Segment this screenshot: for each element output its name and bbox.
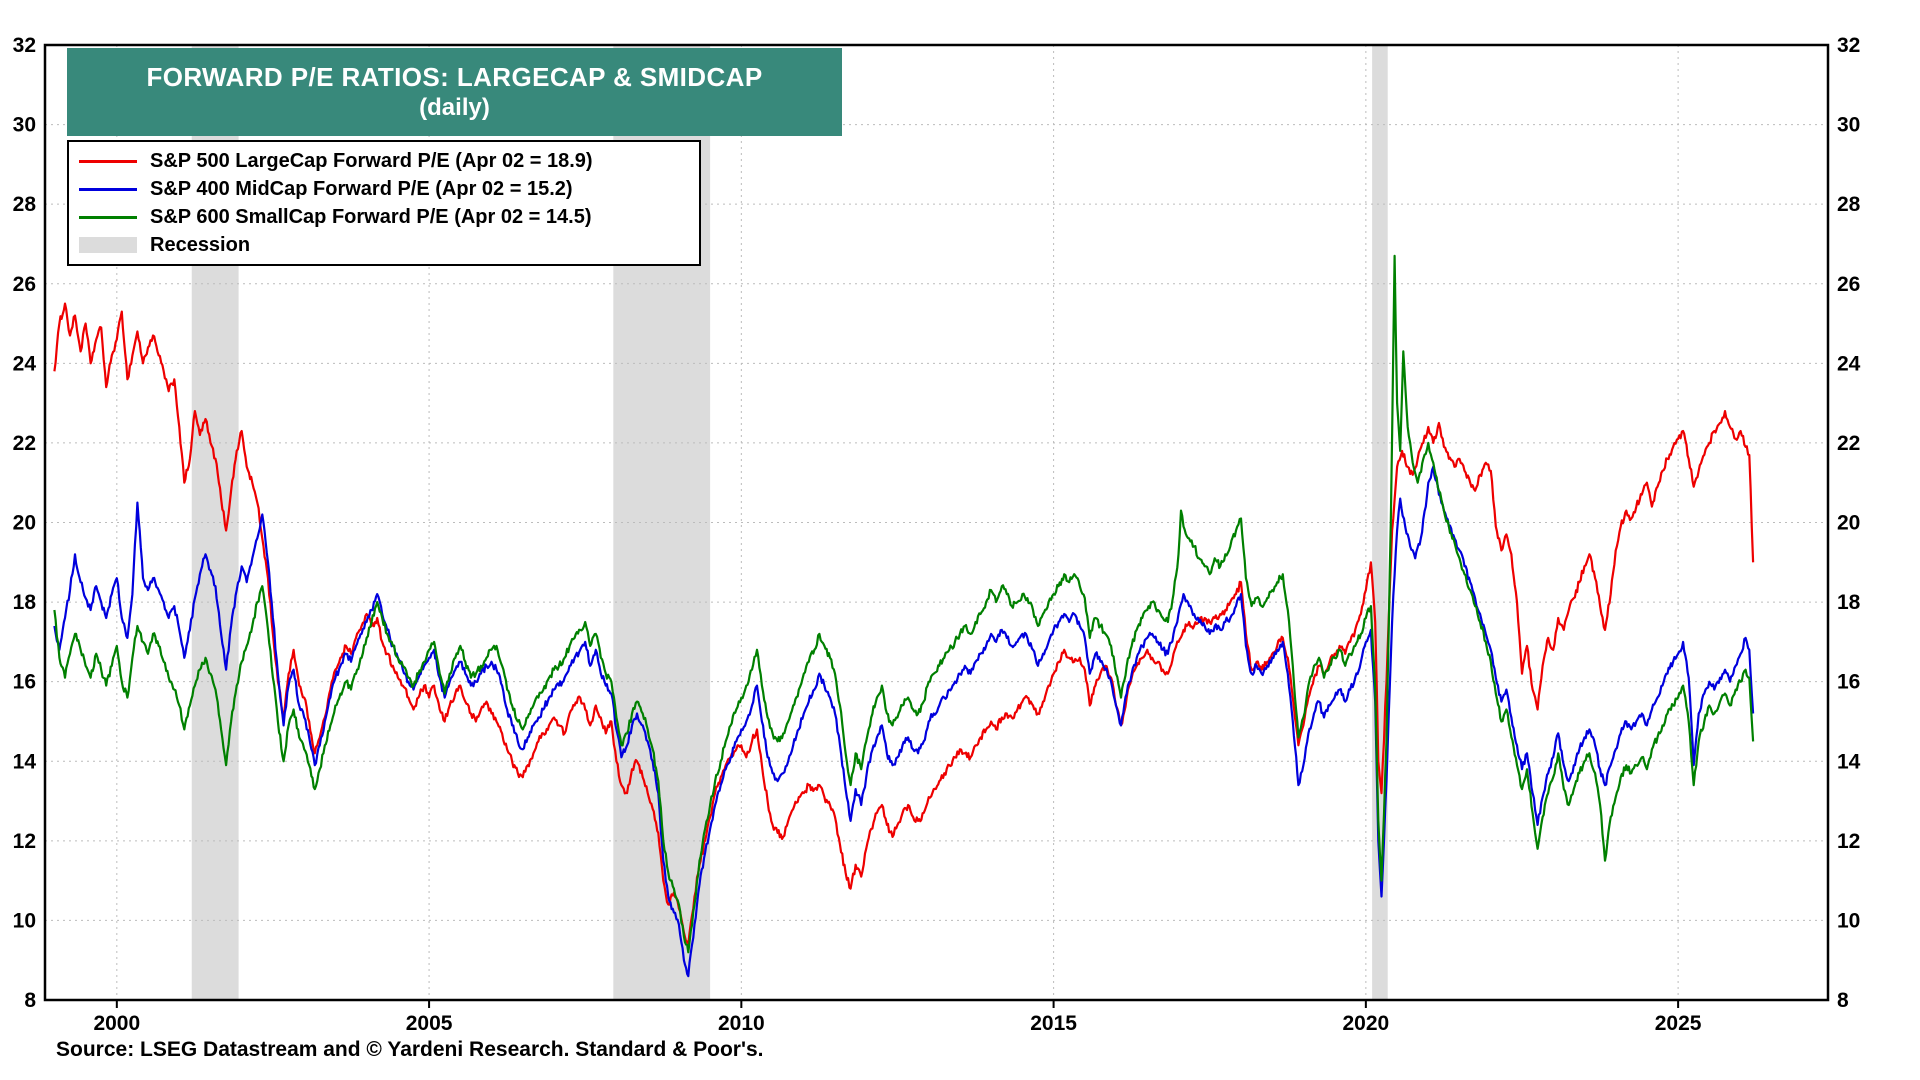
y-tick-label-left: 32 (13, 34, 36, 57)
sp600-line-swatch-icon (79, 215, 137, 219)
legend-label-sp600: S&P 600 SmallCap Forward P/E (Apr 02 = 1… (150, 205, 592, 228)
y-tick-label-left: 18 (13, 591, 37, 614)
chart-subtitle: (daily) (419, 93, 490, 121)
source-attribution: Source: LSEG Datastream and © Yardeni Re… (56, 1038, 764, 1061)
y-tick-label-right: 16 (1837, 671, 1860, 694)
y-tick-label-left: 8 (24, 989, 36, 1012)
chart-title-box: FORWARD P/E RATIOS: LARGECAP & SMIDCAP (… (67, 48, 842, 136)
y-tick-label-left: 28 (13, 193, 37, 216)
y-tick-label-right: 30 (1837, 114, 1860, 137)
plot-frame (43, 43, 1830, 1002)
legend-label-sp500: S&P 500 LargeCap Forward P/E (Apr 02 = 1… (150, 149, 593, 172)
y-tick-label-right: 12 (1837, 830, 1860, 853)
y-tick-label-left: 16 (13, 671, 36, 694)
x-tick-label: 2005 (406, 1012, 453, 1035)
y-tick-label-right: 22 (1837, 432, 1860, 455)
legend-item-sp500: S&P 500 LargeCap Forward P/E (Apr 02 = 1… (69, 147, 699, 175)
sp500-line-swatch-icon (79, 159, 137, 163)
y-tick-label-left: 26 (13, 273, 36, 296)
sp600-smallcap-line (53, 254, 1755, 954)
legend-item-sp400: S&P 400 MidCap Forward P/E (Apr 02 = 15.… (69, 175, 699, 203)
y-tick-label-left: 24 (13, 352, 37, 375)
x-tick-label: 2025 (1655, 1012, 1702, 1035)
y-tick-label-left: 30 (13, 114, 36, 137)
x-tick-label: 2020 (1342, 1012, 1389, 1035)
y-tick-label-right: 20 (1837, 512, 1860, 535)
y-tick-label-right: 18 (1837, 591, 1861, 614)
legend-label-recession: Recession (150, 233, 251, 256)
y-tick-label-right: 24 (1837, 352, 1861, 375)
y-tick-label-right: 8 (1837, 989, 1849, 1012)
legend-label-sp400: S&P 400 MidCap Forward P/E (Apr 02 = 15.… (150, 177, 573, 200)
x-tick-label: 2000 (93, 1012, 140, 1035)
y-tick-label-right: 28 (1837, 193, 1861, 216)
recession-band-swatch-icon (79, 237, 137, 253)
legend-item-sp600: S&P 600 SmallCap Forward P/E (Apr 02 = 1… (69, 203, 699, 231)
y-tick-label-right: 26 (1837, 273, 1860, 296)
y-tick-label-left: 20 (13, 512, 36, 535)
y-tick-label-right: 10 (1837, 909, 1860, 932)
sp400-midcap-line (53, 465, 1755, 978)
y-tick-label-left: 12 (13, 830, 36, 853)
legend-item-recession: Recession (69, 231, 699, 259)
y-tick-label-left: 22 (13, 432, 36, 455)
y-tick-label-left: 10 (13, 909, 36, 932)
y-tick-label-right: 32 (1837, 34, 1860, 57)
sp500-largecap-line (53, 302, 1755, 946)
y-tick-label-right: 14 (1837, 750, 1861, 773)
chart-title: FORWARD P/E RATIOS: LARGECAP & SMIDCAP (146, 62, 763, 93)
sp400-line-swatch-icon (79, 187, 137, 191)
y-tick-label-left: 14 (13, 750, 37, 773)
x-tick-label: 2015 (1030, 1012, 1077, 1035)
x-tick-label: 2010 (718, 1012, 765, 1035)
legend: S&P 500 LargeCap Forward P/E (Apr 02 = 1… (67, 140, 701, 266)
